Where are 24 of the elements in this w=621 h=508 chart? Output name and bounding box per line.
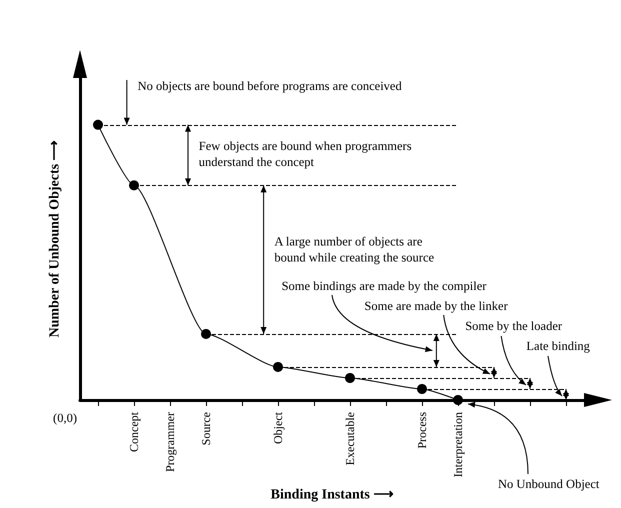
x-tick-label: Programmer (163, 412, 177, 472)
point (345, 372, 355, 383)
annotation: A large number of objects are bound while creating the source (274, 234, 435, 264)
x-tick-label: Concept (127, 411, 141, 452)
annotation: Some by the loader (465, 319, 563, 333)
text: No Unbound Object (498, 477, 600, 491)
annotation: Few objects are bound when programmers understand the concept (198, 138, 412, 169)
x-tick-label: Executable (343, 412, 357, 466)
annotation: Late binding (526, 339, 591, 353)
point (93, 120, 103, 130)
point (273, 362, 283, 372)
annotation: Some bindings are made by the compiler (282, 279, 488, 293)
annotation: Some are made by the linker (364, 299, 509, 313)
point (129, 180, 139, 190)
x-tick-label: Object (271, 411, 285, 444)
point (201, 328, 211, 339)
text: No objects are bound before programs are conceived (138, 79, 402, 93)
x-tick-label: Process (415, 412, 429, 449)
x-tick-label: Interpretation (451, 412, 465, 478)
x-axis-title: Binding Instants ⟶ (270, 488, 394, 502)
y-axis-title: Number of Unbound Objects ⟶ (48, 140, 62, 338)
x-tick-label: Source (199, 412, 213, 446)
point (417, 384, 427, 394)
text: (0,0) (53, 411, 77, 425)
